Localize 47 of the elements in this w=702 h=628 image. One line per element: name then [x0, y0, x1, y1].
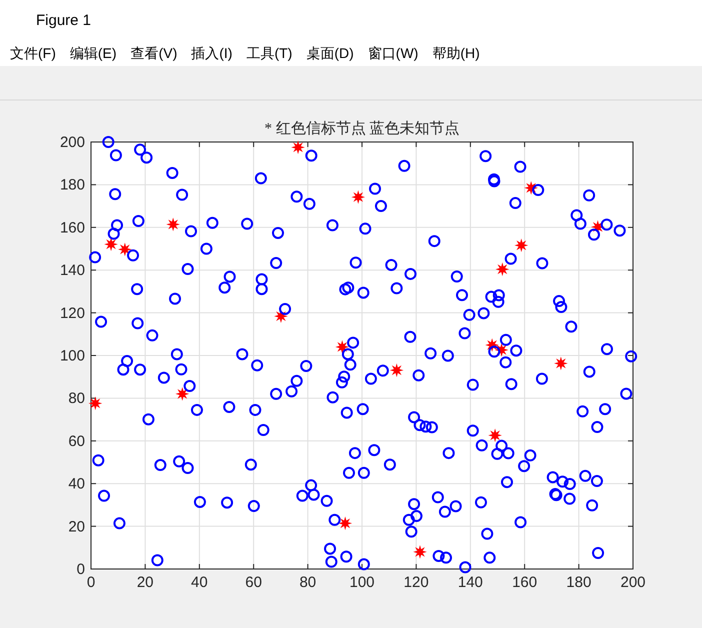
- x-tick-label: 80: [299, 574, 316, 591]
- point: [119, 244, 130, 255]
- y-tick-label: 200: [60, 134, 85, 151]
- x-tick-label: 40: [191, 574, 208, 591]
- y-tick-label: 100: [60, 348, 85, 364]
- y-tick-label: 20: [68, 518, 85, 536]
- point: [516, 240, 527, 251]
- y-tick-label: 140: [60, 262, 85, 280]
- y-tick-label: 180: [60, 176, 85, 194]
- point: [414, 546, 426, 558]
- point: [391, 364, 402, 376]
- x-tick-label: 180: [566, 574, 592, 591]
- text: 编辑(E): [70, 45, 117, 61]
- point: [90, 398, 101, 409]
- point: [352, 192, 364, 203]
- point: [340, 518, 351, 529]
- text: 帮助(H): [432, 45, 480, 61]
- text: 插入(I): [191, 45, 232, 61]
- y-tick-label: 0: [76, 561, 85, 578]
- x-tick-label: 160: [512, 574, 538, 591]
- y-tick-label: 120: [60, 304, 85, 322]
- x-tick-label: 60: [245, 574, 262, 591]
- y-tick-label: 160: [60, 219, 85, 236]
- point: [336, 341, 348, 352]
- text: 查看(V): [130, 45, 178, 61]
- text: 文件(F): [10, 45, 56, 61]
- point: [168, 218, 179, 230]
- caption: Figure 1: [36, 12, 92, 29]
- x-tick-label: 140: [458, 574, 483, 591]
- point: [555, 358, 566, 369]
- y-tick-label: 60: [68, 432, 85, 450]
- y-tick-label: 80: [68, 390, 85, 408]
- point: [106, 238, 117, 250]
- x-tick-label: 100: [349, 574, 375, 591]
- chart-title: * 红色信标节点 蓝色未知节点: [264, 120, 460, 137]
- x-tick-label: 120: [404, 574, 429, 591]
- point: [496, 264, 508, 275]
- point: [490, 430, 501, 441]
- x-tick-label: 200: [620, 574, 646, 591]
- x-tick-label: 20: [136, 574, 154, 591]
- x-tick-label: 0: [86, 574, 96, 591]
- text: 桌面(D): [306, 45, 354, 61]
- text: 窗口(W): [368, 45, 418, 61]
- text: 工具(T): [246, 45, 292, 61]
- point: [176, 388, 188, 400]
- point: [292, 142, 304, 153]
- y-tick-label: 40: [68, 476, 85, 493]
